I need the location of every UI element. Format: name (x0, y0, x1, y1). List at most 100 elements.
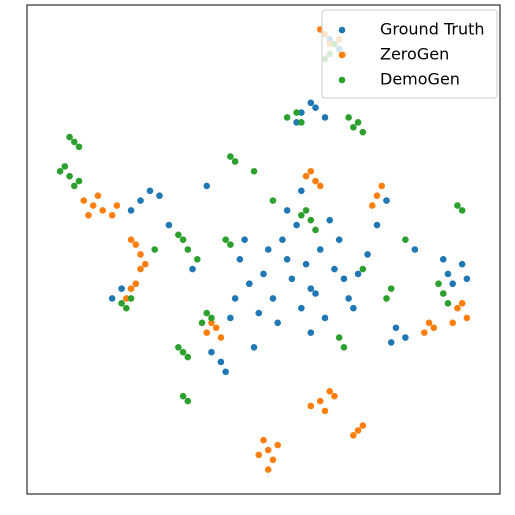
point (354, 270, 362, 278)
point (326, 388, 334, 395)
point (231, 158, 239, 165)
point (345, 114, 352, 121)
point (354, 119, 362, 126)
point (89, 202, 97, 209)
point (293, 109, 300, 116)
point (184, 397, 192, 405)
point (302, 207, 310, 214)
point (255, 309, 263, 317)
legend-box (321, 9, 498, 99)
point (307, 329, 315, 336)
point (66, 133, 73, 141)
point (179, 392, 187, 400)
point (298, 304, 305, 312)
point (75, 177, 83, 185)
point (345, 295, 352, 302)
point (208, 314, 215, 322)
point (383, 295, 390, 302)
point (312, 104, 319, 111)
point (269, 456, 277, 464)
point (80, 197, 88, 204)
point (316, 246, 324, 253)
point (203, 329, 211, 336)
point (312, 226, 319, 234)
point (302, 172, 310, 180)
point (298, 211, 305, 219)
point (137, 265, 144, 273)
point (335, 334, 343, 341)
point (326, 216, 334, 224)
point (274, 441, 281, 449)
point (279, 236, 286, 244)
point (298, 119, 305, 126)
point (184, 246, 192, 253)
point (425, 319, 433, 327)
point (118, 285, 125, 292)
point (312, 177, 319, 185)
point (359, 128, 367, 136)
point (454, 304, 461, 312)
point (75, 143, 83, 151)
point (430, 324, 438, 332)
point (264, 446, 272, 454)
point (392, 324, 400, 332)
point (298, 109, 305, 116)
point (231, 295, 239, 302)
legend-marker (338, 51, 346, 59)
point (61, 163, 69, 170)
point (335, 236, 343, 244)
point (99, 207, 106, 214)
point (383, 197, 390, 204)
point (449, 319, 457, 327)
point (293, 221, 300, 229)
point (189, 265, 196, 273)
point (359, 265, 367, 273)
point (123, 295, 130, 302)
point (312, 290, 319, 297)
point (387, 339, 395, 346)
point (269, 197, 277, 204)
point (127, 285, 135, 292)
point (146, 187, 154, 195)
point (354, 427, 362, 434)
point (439, 255, 447, 263)
point (132, 280, 140, 288)
point (402, 236, 409, 244)
point (321, 314, 329, 322)
point (421, 329, 428, 336)
point (331, 265, 338, 273)
point (71, 182, 78, 190)
point (373, 192, 381, 200)
point (269, 295, 277, 302)
point (246, 280, 253, 288)
point (373, 221, 381, 229)
point (368, 202, 376, 209)
point (316, 397, 324, 405)
point (302, 260, 310, 268)
point (402, 334, 409, 341)
point (217, 334, 225, 341)
legend-label: DemoGen (380, 70, 460, 89)
point (137, 251, 144, 258)
point (137, 197, 144, 204)
point (350, 432, 357, 439)
point (378, 182, 386, 190)
point (449, 280, 457, 288)
point (307, 402, 315, 410)
point (227, 314, 234, 322)
point (85, 211, 92, 219)
point (340, 275, 348, 283)
point (359, 422, 367, 429)
point (463, 275, 471, 283)
point (444, 270, 452, 278)
point (307, 216, 315, 224)
point (307, 167, 315, 175)
point (316, 182, 324, 190)
point (108, 295, 116, 302)
point (283, 255, 291, 263)
point (203, 182, 211, 190)
point (439, 290, 447, 297)
point (458, 299, 466, 307)
